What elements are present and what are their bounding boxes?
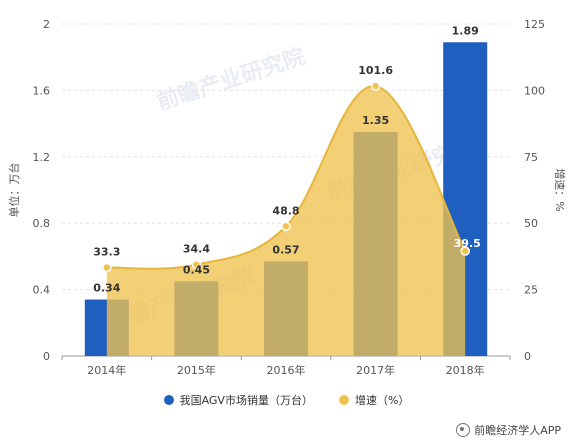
- x-tick-label: 2015年: [177, 363, 216, 377]
- y-tick-label-left: 1.2: [33, 151, 51, 164]
- growth-data-label: 48.8: [272, 204, 299, 217]
- chart-legend: 我国AGV市场销量（万台） 增速（%）: [0, 392, 573, 408]
- source-credit: 前瞻经济学人APP: [456, 422, 561, 438]
- y-tick-label-left: 0.8: [33, 217, 51, 230]
- legend-label-growth: 增速（%）: [354, 394, 410, 407]
- legend-swatch-growth: [338, 395, 349, 405]
- growth-point: [102, 262, 112, 273]
- x-tick-label: 2017年: [356, 363, 395, 377]
- growth-data-label: 39.5: [454, 237, 481, 250]
- growth-area: [106, 86, 466, 356]
- y-tick-label-left: 0: [43, 350, 50, 363]
- growth-data-label: 33.3: [93, 246, 120, 259]
- y-tick-label-left: 2: [43, 18, 50, 31]
- y-axis-title-left: 单位：万台: [7, 163, 21, 218]
- y-tick-label-right: 0: [524, 350, 531, 363]
- growth-point: [281, 221, 291, 232]
- watermark-text: 前瞻产业研究院: [154, 43, 309, 115]
- bar-data-label: 0.34: [93, 282, 120, 295]
- bar-data-label: 1.35: [362, 114, 389, 127]
- growth-data-label: 101.6: [358, 64, 393, 77]
- growth-point: [460, 246, 470, 256]
- y-tick-label-left: 0.4: [33, 284, 51, 297]
- app-logo-icon: [456, 423, 471, 437]
- bar-data-label: 1.89: [452, 24, 479, 37]
- legend-item-sales[interactable]: 我国AGV市场销量（万台）: [163, 392, 313, 408]
- legend-swatch-sales: [163, 395, 174, 405]
- growth-point: [370, 81, 381, 91]
- y-tick-label-right: 50: [524, 217, 538, 230]
- legend-label-sales: 我国AGV市场销量（万台）: [179, 394, 313, 407]
- bar-data-label: 0.57: [272, 243, 299, 256]
- legend-item-growth[interactable]: 增速（%）: [338, 392, 410, 408]
- y-tick-label-right: 75: [524, 151, 538, 164]
- y-axis-title-right: 增速：%: [553, 168, 567, 211]
- y-tick-label-right: 25: [524, 284, 538, 297]
- growth-data-label: 34.4: [183, 243, 210, 256]
- source-text: 前瞻经济学人APP: [474, 424, 561, 437]
- y-tick-label-left: 1.6: [33, 84, 51, 97]
- x-tick-label: 2018年: [446, 363, 485, 377]
- bar-data-label: 0.45: [183, 263, 210, 276]
- x-tick-label: 2016年: [267, 363, 306, 377]
- y-tick-label-right: 125: [524, 18, 545, 31]
- growth-line: [106, 85, 467, 270]
- x-tick-label: 2014年: [87, 363, 126, 377]
- growth-point: [191, 259, 202, 270]
- y-tick-label-right: 100: [524, 84, 545, 97]
